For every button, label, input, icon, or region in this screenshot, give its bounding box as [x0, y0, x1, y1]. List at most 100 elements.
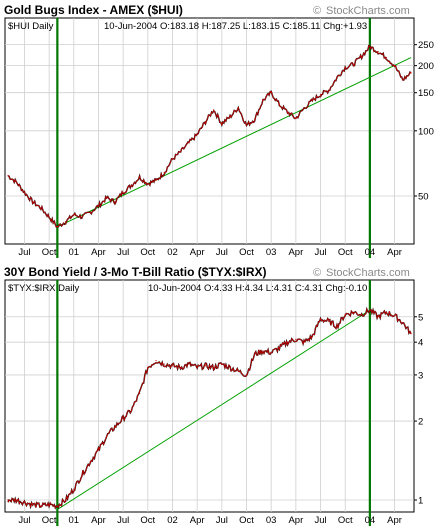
hui-x-tick-label: Apr [91, 247, 106, 258]
hui-data-point [402, 79, 404, 81]
tyx-irx-data-point [369, 309, 371, 311]
tyx-irx-y-tick-label: 1 [418, 496, 423, 507]
hui-quote-change-prefix: Chg: [323, 21, 343, 32]
tyx-irx-data-point [385, 311, 387, 313]
hui-quote-open: 183.18 [170, 21, 199, 32]
hui-data-point [278, 104, 281, 106]
hui-y-tick-label: 50 [418, 191, 429, 202]
tyx-irx-watermark: StockCharts.com [326, 267, 410, 279]
tyx-irx-data-point [319, 318, 322, 320]
tyx-irx-quote-high: 4.34 [245, 283, 264, 294]
hui-data-point [393, 65, 396, 67]
hui-data-point [97, 205, 100, 207]
tyx-irx-x-tick-label: Jul [18, 515, 30, 526]
tyx-irx-x-tick-label: Jul [216, 515, 228, 526]
tyx-irx-quote-change-prefix: Chg: [326, 283, 346, 294]
hui-x-tick-label: Jul [117, 247, 129, 258]
tyx-irx-data-point [270, 351, 272, 354]
tyx-irx-data-point [122, 417, 124, 419]
hui-data-point [410, 72, 412, 74]
hui-data-point [369, 45, 371, 48]
hui-data-point [106, 197, 108, 199]
hui-data-point [163, 172, 165, 174]
hui-x-tick-label: 01 [69, 247, 80, 258]
hui-quote-high-prefix: H: [202, 21, 212, 32]
hui-x-tick-label: Apr [288, 247, 303, 258]
tyx-irx-data-point [278, 347, 281, 349]
hui-data-point [319, 93, 322, 96]
hui-quote-close: 185.11 [292, 21, 320, 32]
tyx-irx-quote-line: 10-Jun-2004 O:4.33 H:4.34 L:4.31 C:4.31 … [148, 283, 367, 294]
tyx-irx-data-point [336, 325, 338, 327]
tyx-irx-chart-title: 30Y Bond Yield / 3-Mo T-Bill Ratio ($TYX… [4, 265, 266, 279]
hui-data-point [48, 216, 50, 218]
hui-plot-area [7, 18, 412, 258]
hui-y-tick-label: 250 [418, 40, 434, 51]
tyx-irx-data-point [147, 366, 149, 369]
tyx-irx-data-point [40, 505, 42, 507]
hui-x-tick-label: Oct [239, 247, 254, 258]
tyx-irx-data-point [402, 321, 404, 324]
hui-data-point [56, 226, 58, 228]
tyx-irx-chart-panel: 30Y Bond Yield / 3-Mo T-Bill Ratio ($TYX… [4, 265, 423, 526]
hui-data-point [15, 181, 17, 183]
tyx-irx-data-point [73, 488, 75, 490]
hui-quote-high: 187.25 [211, 21, 240, 32]
tyx-irx-data-point [237, 370, 239, 372]
tyx-irx-data-point [410, 333, 412, 335]
hui-data-point [254, 118, 256, 120]
tyx-irx-data-point [89, 461, 91, 463]
hui-data-point [138, 176, 141, 178]
hui-data-point [23, 191, 26, 193]
tyx-irx-data-point [204, 365, 206, 367]
hui-data-point [147, 183, 149, 185]
tyx-irx-data-point [56, 505, 58, 507]
tyx-irx-quote-low: 4.31 [274, 283, 293, 294]
tyx-irx-quote-close: 4.31 [304, 283, 323, 294]
hui-data-point [328, 89, 330, 91]
tyx-irx-quote-date: 10-Jun-2004 [148, 283, 204, 294]
tyx-irx-quote-open: 4.33 [214, 283, 233, 294]
hui-symbol-label: $HUI Daily [8, 21, 54, 32]
hui-data-point [81, 216, 83, 218]
hui-x-tick-label: Apr [387, 247, 402, 258]
hui-x-tick-label: Apr [190, 247, 205, 258]
hui-data-point [171, 158, 174, 160]
hui-data-point [7, 175, 9, 177]
hui-x-axis: Jul Oct 01 Apr Jul Oct 02 Apr Jul Oct 03 Apr Jul Oct 0… [18, 247, 402, 258]
hui-x-tick-label: 02 [167, 247, 178, 258]
tyx-irx-data-point [295, 338, 297, 340]
hui-data-point [311, 99, 313, 102]
tyx-irx-x-tick-label: Oct [42, 515, 57, 526]
tyx-irx-x-tick-label: Jul [117, 515, 129, 526]
hui-data-point [130, 184, 132, 186]
hui-data-point [245, 124, 248, 126]
hui-watermark: StockCharts.com [326, 5, 410, 17]
tyx-irx-data-point [344, 313, 346, 316]
tyx-irx-data-point [32, 504, 34, 506]
tyx-irx-x-tick-label: Apr [91, 515, 106, 526]
tyx-irx-data-point [361, 313, 363, 316]
hui-y-axis: 50 100 150 200 250 [414, 40, 434, 202]
hui-data-point [73, 214, 75, 216]
tyx-irx-data-point [328, 320, 330, 323]
tyx-irx-y-tick-label: 4 [418, 338, 423, 349]
hui-data-point [180, 151, 182, 153]
hui-data-point [336, 77, 338, 79]
tyx-irx-x-tick-label: Jul [314, 515, 326, 526]
tyx-irx-data-point [171, 365, 174, 367]
hui-quote-line: 10-Jun-2004 O:183.18 H:187.25 L:183.15 C… [104, 21, 367, 32]
hui-data-point [385, 56, 387, 59]
tyx-irx-data-point [303, 341, 305, 343]
hui-data-point [229, 116, 231, 118]
tyx-irx-y-axis: 1 2 3 4 5 [414, 312, 423, 507]
hui-data-point [295, 117, 297, 120]
hui-data-point [213, 109, 215, 111]
tyx-irx-data-point [7, 499, 9, 501]
copyright-icon: © [313, 5, 321, 17]
hui-quote-date: 10-Jun-2004 [104, 21, 160, 32]
hui-data-point [377, 51, 379, 53]
hui-data-point [196, 134, 198, 136]
hui-quote-low-prefix: L: [243, 21, 251, 32]
tyx-irx-y-tick-label: 2 [418, 417, 423, 428]
